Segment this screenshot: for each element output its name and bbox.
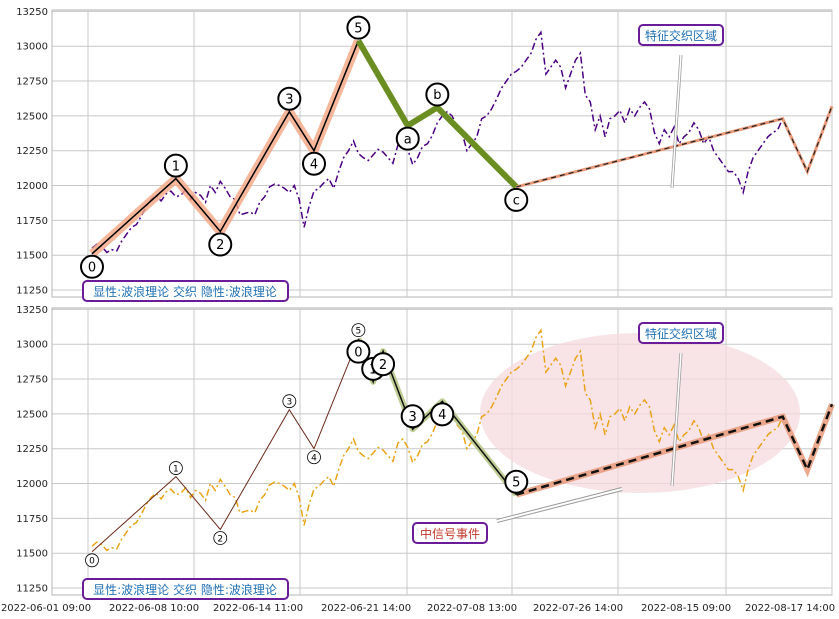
legend-top: 显性:波浪理论 交织 隐性:波浪理论 (82, 280, 289, 302)
small-wave-marker-label: 4 (311, 453, 317, 463)
y-tick-label: 11750 (16, 216, 48, 227)
y-tick-label: 13000 (16, 340, 48, 351)
small-wave-marker-label: 1 (173, 464, 179, 474)
wave-marker-label: 4 (310, 157, 318, 172)
y-tick-label: 11500 (16, 549, 48, 560)
event-label-text: 中信号事件 (420, 526, 480, 541)
event-zone (480, 333, 800, 493)
wave-marker-circle (277, 86, 302, 111)
wave-marker-circle (208, 232, 233, 257)
x-tick-label: 2022-06-08 10:00 (109, 603, 199, 614)
wave-line (91, 40, 360, 255)
y-tick-label: 12000 (16, 479, 48, 490)
x-axis: 2022-06-01 09:00 2022-06-08 10:00 2022-06-… (1, 603, 835, 614)
y-tick-label: 11250 (16, 584, 48, 595)
large-wave-marker-circle (346, 339, 371, 364)
event-pointer-inner (496, 488, 623, 522)
legend-bottom: 显性:波浪理论 交织 隐性:波浪理论 (82, 578, 289, 600)
x-tick-label: 2022-08-15 09:00 (641, 603, 731, 614)
correction-band (355, 39, 519, 190)
x-tick-label: 2022-07-26 14:00 (533, 603, 623, 614)
forecast-line (516, 105, 833, 188)
forecast-line (515, 403, 834, 496)
small-wave-marker-label: 3 (286, 397, 292, 407)
wave-marker-label: b (433, 88, 441, 103)
y-tick-label: 12250 (16, 146, 48, 157)
x-tick-label: 2022-06-01 09:00 (1, 603, 91, 614)
y-tick-label: 12250 (16, 444, 48, 455)
wave-marker-label: 5 (354, 21, 362, 36)
x-tick-label: 2022-06-21 14:00 (321, 603, 411, 614)
top-panel: 11250 11500 11750 12000 12250 12500 12750 13000… (16, 7, 834, 298)
y-tick-label: 13250 (16, 305, 48, 316)
small-wave-marker-circle (351, 323, 366, 338)
large-wave-marker-label: 3 (409, 410, 417, 425)
wave-marker-circle (395, 126, 420, 151)
small-wave-marker-circle (213, 531, 228, 545)
wave-marker-circle (504, 187, 529, 212)
large-wave-marker-label: 4 (438, 408, 446, 423)
wave-line (91, 338, 359, 553)
bottom-callout-box: 特征交织区域 (638, 322, 724, 344)
y-tick-label: 11500 (16, 251, 48, 262)
price-line (91, 30, 784, 254)
wave-marker-label: a (404, 132, 412, 147)
bottom-panel: 1125011500117501200012250125001275013000… (16, 305, 835, 596)
small-wave-marker-label: 5 (356, 326, 362, 336)
y-tick-label: 12500 (16, 409, 48, 420)
wave-marker-circle (80, 254, 104, 279)
small-wave-marker-circle (282, 394, 297, 409)
wave-marker-label: 2 (216, 238, 224, 253)
legend-bottom-text: 显性:波浪理论 交织 隐性:波浪理论 (93, 582, 277, 597)
small-wave-marker-label: 0 (89, 557, 95, 567)
large-wave-marker-label: 5 (512, 475, 520, 490)
wave-marker-label: 0 (88, 260, 96, 275)
legend-top-text: 显性:波浪理论 交织 隐性:波浪理论 (93, 284, 277, 299)
y-tick-label: 11250 (16, 286, 48, 297)
wave-marker-circle (163, 153, 188, 178)
large-wave-marker-label: 2 (379, 358, 387, 373)
large-wave-marker-circle (371, 352, 396, 377)
x-tick-label: 2022-08-17 14:00 (745, 603, 835, 614)
wave-marker-label: 1 (172, 159, 180, 174)
small-wave-marker-label: 2 (217, 534, 223, 544)
small-wave-marker-circle (168, 461, 183, 475)
y-tick-label: 13000 (16, 42, 48, 53)
bottom-callout-text: 特征交织区域 (645, 326, 717, 341)
large-wave-marker-label: 0 (354, 345, 362, 360)
small-wave-marker-circle (85, 553, 99, 568)
event-label-box: 中信号事件 (412, 522, 488, 544)
top-callout-text: 特征交织区域 (645, 28, 717, 43)
plot-frame (51, 9, 833, 298)
y-tick-label: 11750 (16, 514, 48, 525)
wave-marker-label: c (513, 194, 520, 209)
y-tick-label: 12500 (16, 111, 48, 122)
callout-pointer-inner (671, 352, 682, 487)
large-wave-marker-circle (400, 404, 425, 429)
top-callout-box: 特征交织区域 (638, 24, 724, 46)
y-tick-label: 12750 (16, 77, 48, 88)
small-wave-marker-circle (307, 450, 321, 465)
wave-marker-circle (425, 82, 450, 107)
large-wave-marker-circle (504, 469, 529, 494)
y-tick-label: 12000 (16, 181, 48, 192)
x-tick-label: 2022-06-14 11:00 (213, 603, 303, 614)
x-tick-label: 2022-07-08 13:00 (427, 603, 517, 614)
wave-marker-circle (302, 151, 326, 176)
y-tick-label: 12750 (16, 375, 48, 386)
y-tick-label: 13250 (16, 7, 48, 18)
wave-marker-circle (346, 15, 371, 40)
large-wave-marker-circle (430, 402, 455, 427)
callout-pointer-inner (671, 54, 682, 189)
wave-marker-label: 3 (285, 92, 293, 107)
